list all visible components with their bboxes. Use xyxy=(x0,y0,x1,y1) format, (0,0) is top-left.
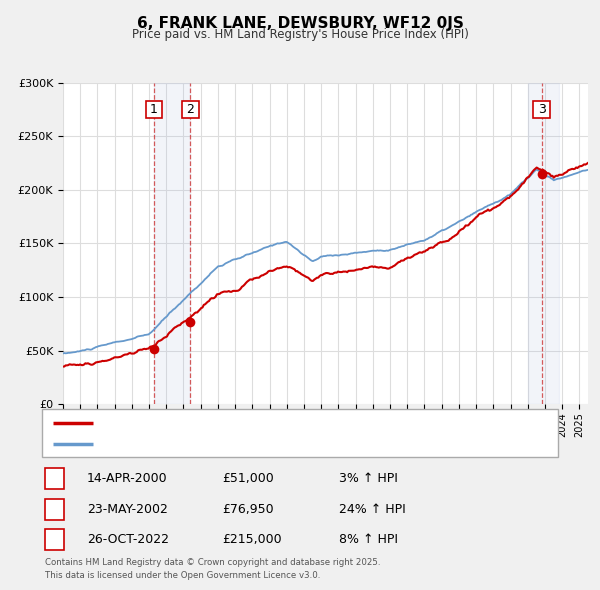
Text: 8% ↑ HPI: 8% ↑ HPI xyxy=(339,533,398,546)
Text: 26-OCT-2022: 26-OCT-2022 xyxy=(87,533,169,546)
FancyBboxPatch shape xyxy=(146,101,163,117)
Text: £76,950: £76,950 xyxy=(222,503,274,516)
Text: 1: 1 xyxy=(150,103,158,116)
Text: 1: 1 xyxy=(50,472,59,485)
Text: £51,000: £51,000 xyxy=(222,472,274,485)
Text: 2: 2 xyxy=(186,103,194,116)
Bar xyxy=(42,409,558,457)
Text: Contains HM Land Registry data © Crown copyright and database right 2025.: Contains HM Land Registry data © Crown c… xyxy=(45,558,380,567)
Text: 6, FRANK LANE, DEWSBURY, WF12 0JS: 6, FRANK LANE, DEWSBURY, WF12 0JS xyxy=(137,16,463,31)
Text: 3% ↑ HPI: 3% ↑ HPI xyxy=(339,472,398,485)
Bar xyxy=(528,83,559,404)
Bar xyxy=(45,499,64,520)
Text: 2: 2 xyxy=(50,503,59,516)
Text: This data is licensed under the Open Government Licence v3.0.: This data is licensed under the Open Gov… xyxy=(45,571,320,580)
FancyBboxPatch shape xyxy=(533,101,550,117)
Text: 23-MAY-2002: 23-MAY-2002 xyxy=(87,503,168,516)
Text: £215,000: £215,000 xyxy=(222,533,281,546)
Text: HPI: Average price, semi-detached house, Kirklees: HPI: Average price, semi-detached house,… xyxy=(97,439,373,449)
Text: Price paid vs. HM Land Registry's House Price Index (HPI): Price paid vs. HM Land Registry's House … xyxy=(131,28,469,41)
Bar xyxy=(154,83,190,404)
Text: 24% ↑ HPI: 24% ↑ HPI xyxy=(339,503,406,516)
Text: 14-APR-2000: 14-APR-2000 xyxy=(87,472,167,485)
Text: 3: 3 xyxy=(538,103,546,116)
Bar xyxy=(45,468,64,489)
Text: 6, FRANK LANE, DEWSBURY, WF12 0JS (semi-detached house): 6, FRANK LANE, DEWSBURY, WF12 0JS (semi-… xyxy=(97,418,437,428)
FancyBboxPatch shape xyxy=(182,101,199,117)
Bar xyxy=(45,529,64,550)
Text: 3: 3 xyxy=(50,533,59,546)
